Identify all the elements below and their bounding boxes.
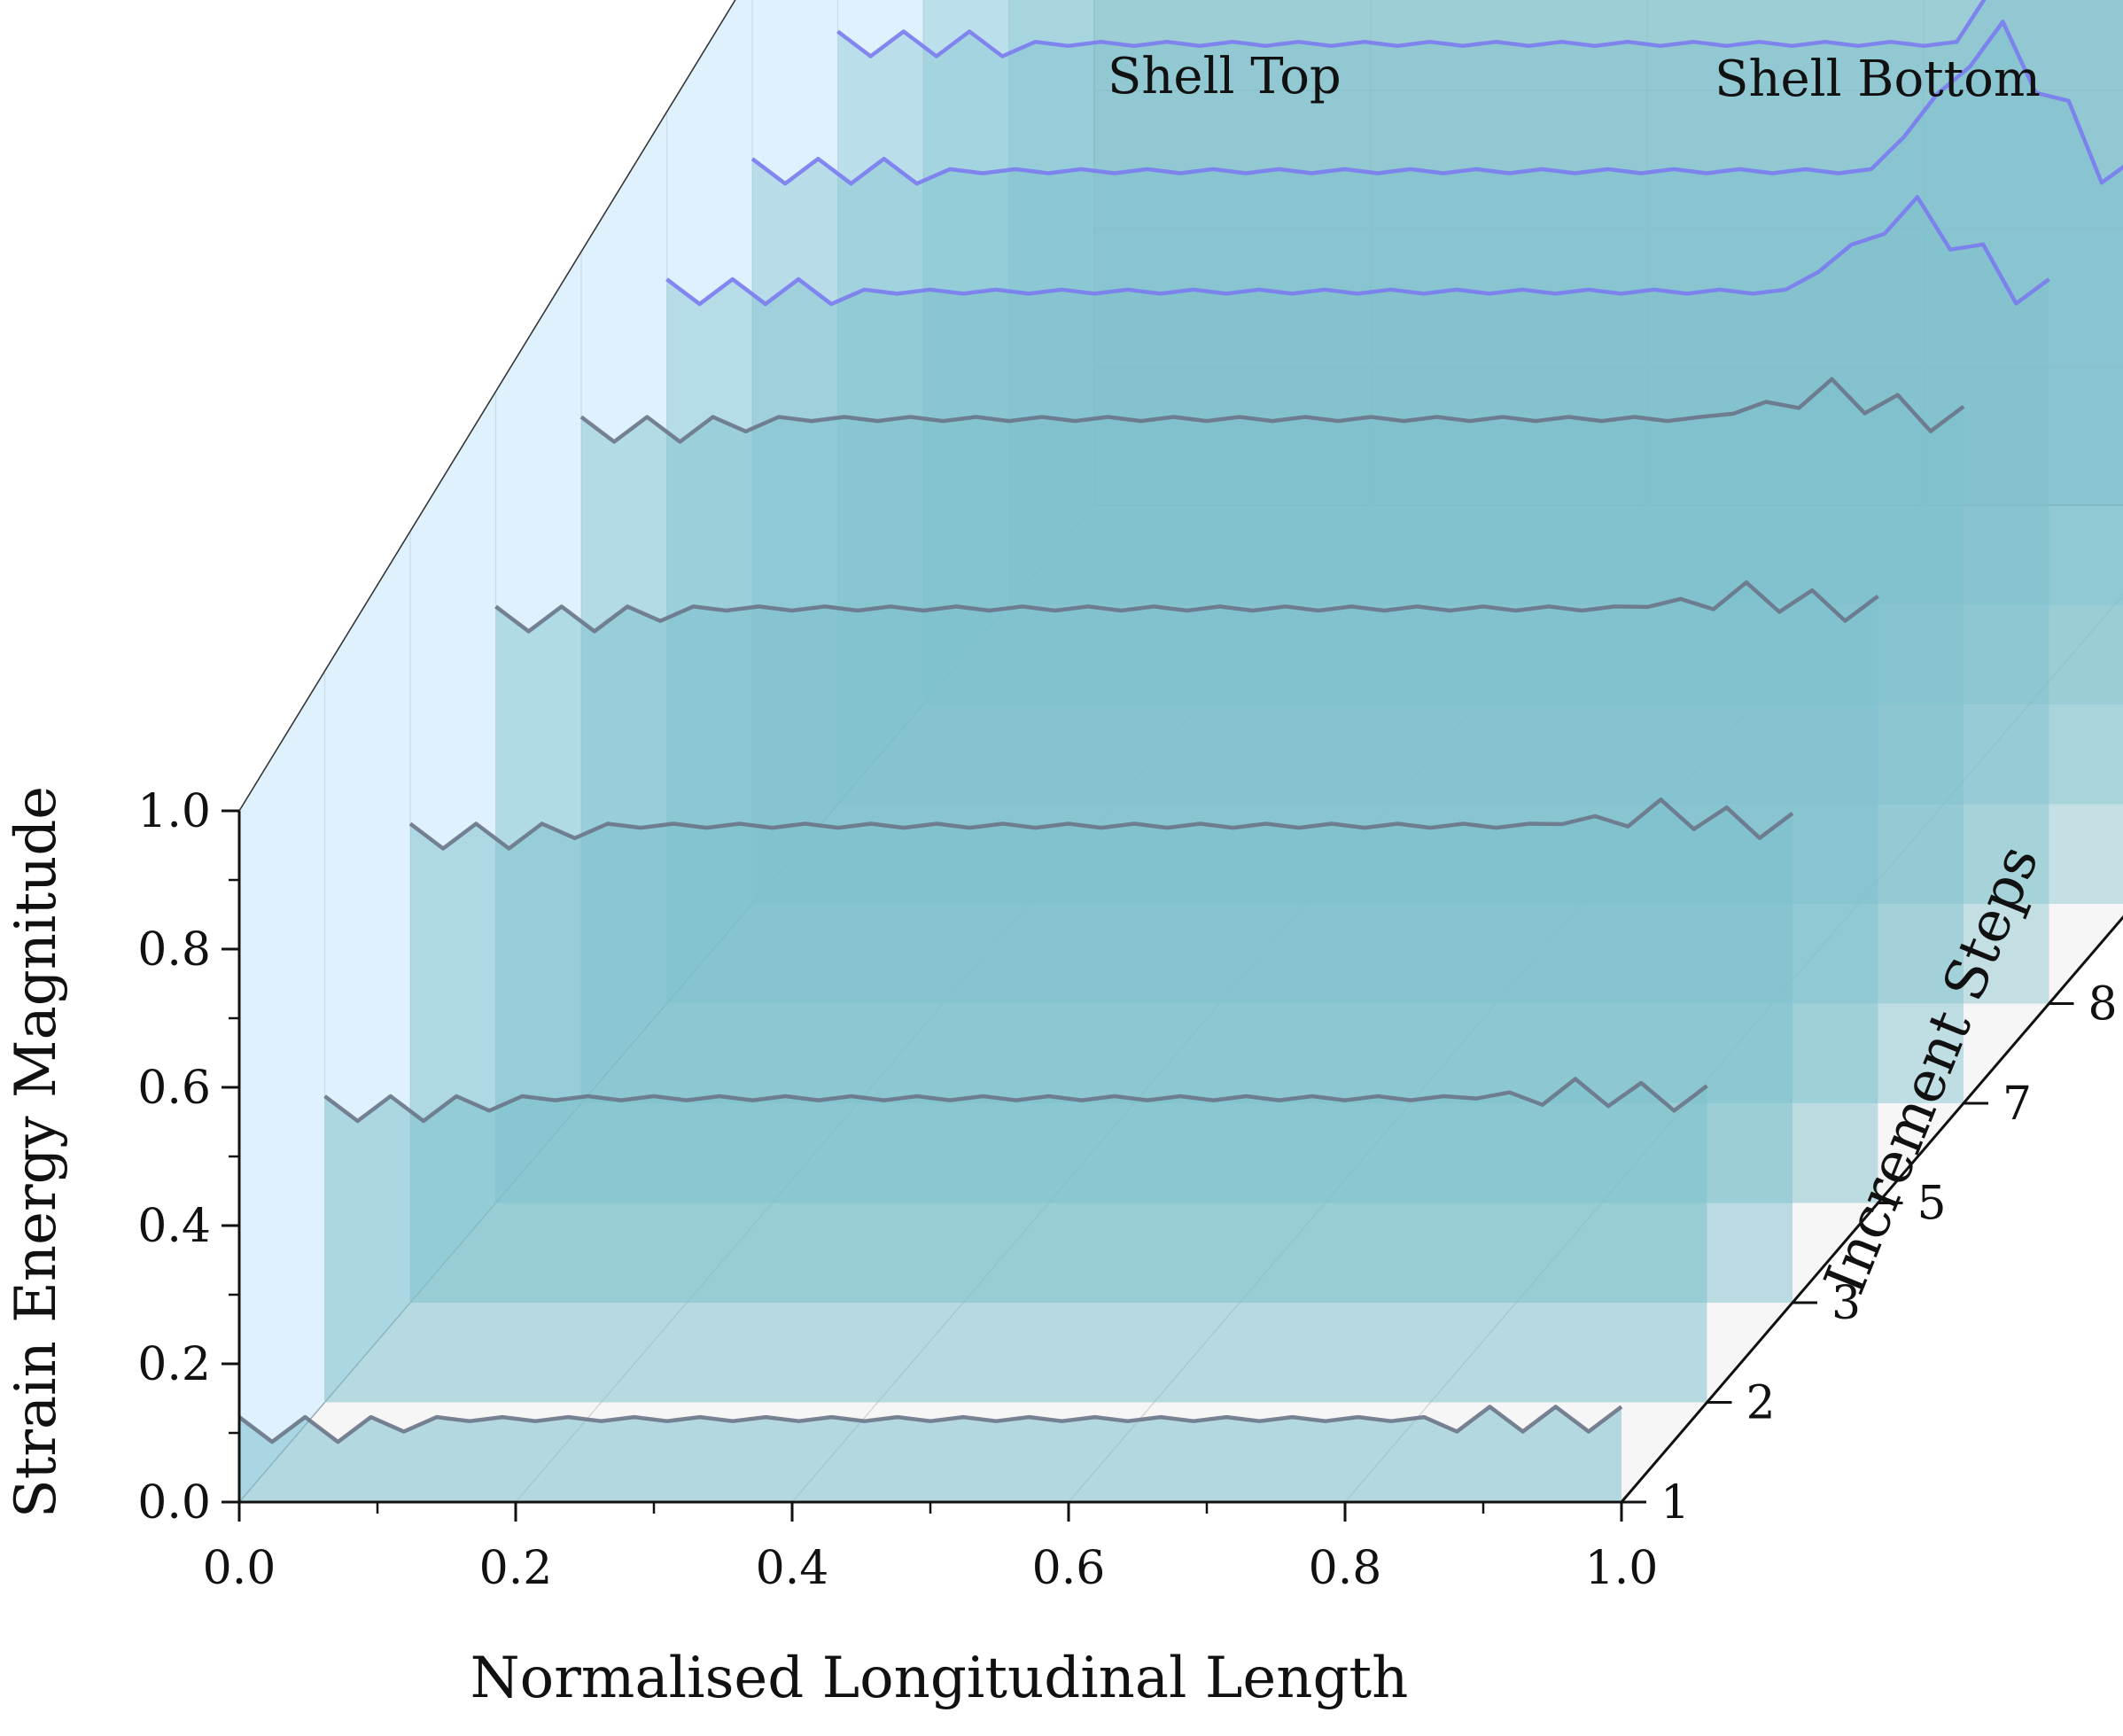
z-tick-label: 2: [1746, 1377, 1776, 1430]
z-tick-label: 1: [1660, 1476, 1690, 1530]
x-tick-label: 0.0: [203, 1542, 276, 1595]
y-tick-label: 0.2: [137, 1338, 211, 1391]
x-tick-label: 0.8: [1309, 1542, 1382, 1595]
y-tick-label: 0.6: [137, 1062, 211, 1115]
x-tick-label: 0.4: [756, 1542, 829, 1595]
series-fill-2: [325, 1079, 1707, 1403]
z-tick-label: 8: [2088, 978, 2118, 1031]
y-tick-label: 0.4: [137, 1200, 211, 1253]
x-axis-title: Normalised Longitudinal Length: [470, 1646, 1409, 1711]
x-tick-label: 0.2: [479, 1542, 553, 1595]
y-tick-label: 0.0: [137, 1476, 211, 1530]
y-tick-label: 0.8: [137, 923, 211, 977]
z-tick-label: 7: [2002, 1078, 2032, 1131]
z-tick-label: 5: [1917, 1178, 1947, 1231]
x-tick-label: 0.6: [1032, 1542, 1106, 1595]
y-axis-title: Strain Energy Magnitude: [4, 786, 69, 1518]
annotation-shell-top: Shell Top: [1108, 48, 1341, 105]
x-tick-label: 1.0: [1585, 1542, 1659, 1595]
y-tick-label: 1.0: [137, 785, 211, 838]
annotation-shell-bottom: Shell Bottom: [1715, 51, 2041, 108]
